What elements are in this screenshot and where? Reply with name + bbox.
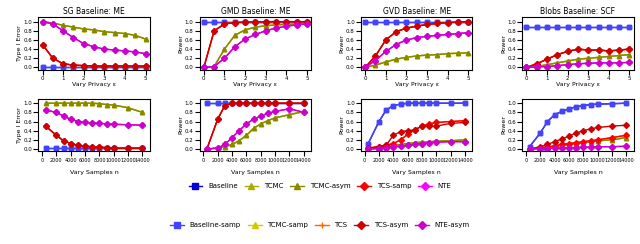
Y-axis label: Power: Power (340, 34, 345, 53)
Y-axis label: Power: Power (501, 115, 506, 134)
Title: SG Baseline: ME: SG Baseline: ME (63, 7, 125, 16)
Legend: Baseline, TCMC, TCMC-asym, TCS-samp, NTE: Baseline, TCMC, TCMC-asym, TCS-samp, NTE (186, 180, 454, 192)
X-axis label: Vary Privacy ε: Vary Privacy ε (556, 82, 600, 87)
X-axis label: Vary Privacy ε: Vary Privacy ε (233, 82, 277, 87)
X-axis label: Vary Samples n: Vary Samples n (70, 170, 118, 175)
Title: Blobs Baseline: SCF: Blobs Baseline: SCF (540, 7, 616, 16)
Title: GMD Baseline: ME: GMD Baseline: ME (221, 7, 290, 16)
Y-axis label: Power: Power (179, 115, 183, 134)
X-axis label: Vary Privacy ε: Vary Privacy ε (72, 82, 116, 87)
Y-axis label: Power: Power (179, 34, 183, 53)
X-axis label: Vary Privacy ε: Vary Privacy ε (395, 82, 439, 87)
Y-axis label: Power: Power (501, 34, 506, 53)
Y-axis label: Type I Error: Type I Error (17, 26, 22, 61)
Legend: Baseline-samp, TCMC-samp, TCS, TCS-asym, NTE-asym: Baseline-samp, TCMC-samp, TCS, TCS-asym,… (168, 219, 472, 231)
Title: GVD Baseline: ME: GVD Baseline: ME (383, 7, 451, 16)
X-axis label: Vary Samples n: Vary Samples n (392, 170, 441, 175)
X-axis label: Vary Samples n: Vary Samples n (554, 170, 602, 175)
X-axis label: Vary Samples n: Vary Samples n (231, 170, 280, 175)
Y-axis label: Type I Error: Type I Error (17, 107, 22, 143)
Y-axis label: Power: Power (340, 115, 345, 134)
